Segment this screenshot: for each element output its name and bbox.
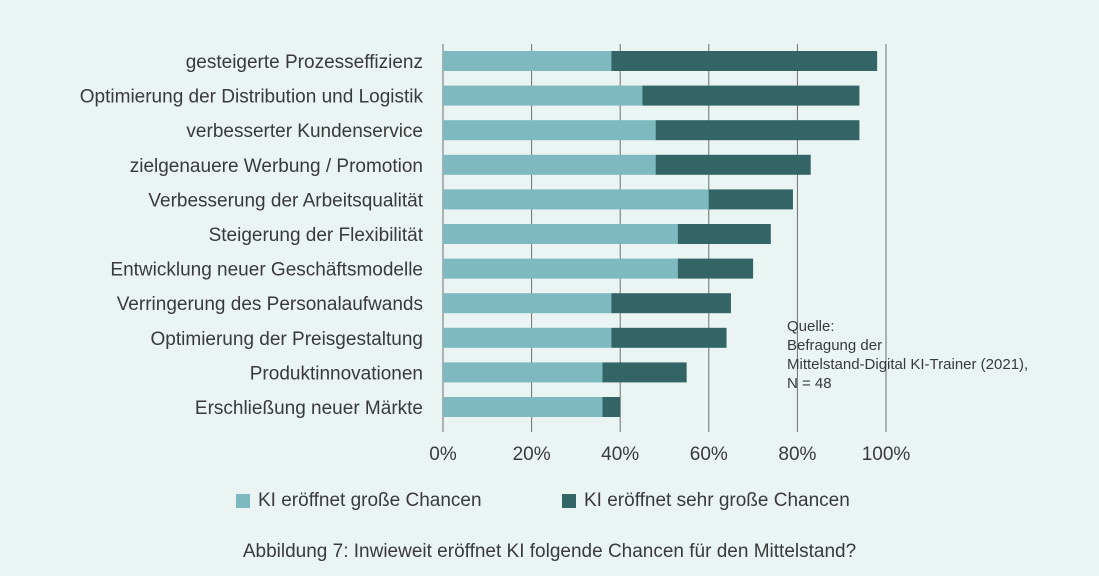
category-label: Optimierung der Preisgestaltung xyxy=(151,329,423,350)
bar-segment-sehr-grosse-chancen xyxy=(602,362,687,383)
figure-caption: Abbildung 7: Inwieweit eröffnet KI folge… xyxy=(242,541,857,562)
bar-segment-sehr-grosse-chancen xyxy=(611,327,727,348)
bar-segment-sehr-grosse-chancen xyxy=(677,224,771,244)
bar-segment-sehr-grosse-chancen xyxy=(655,120,860,141)
x-tick-label: 100% xyxy=(862,444,911,465)
category-label: gesteigerte Prozesseffizienz xyxy=(186,52,423,73)
bar-segment-grosse-chancen xyxy=(443,224,678,244)
source-line: Befragung der xyxy=(787,337,883,354)
source-note: Quelle: Befragung der Mittelstand-Digita… xyxy=(787,317,1028,393)
category-label: zielgenauere Werbung / Promotion xyxy=(130,156,423,177)
bar-segment-sehr-grosse-chancen xyxy=(677,258,754,279)
category-label: Steigerung der Flexibilität xyxy=(209,225,424,246)
bar-layer xyxy=(443,51,878,417)
source-line: Mittelstand-Digital KI-Trainer (2021), xyxy=(787,356,1029,373)
category-label: Verringerung des Personalaufwands xyxy=(117,294,423,315)
category-label: Verbesserung der Arbeitsqualität xyxy=(148,190,423,211)
x-tick-label: 60% xyxy=(690,444,728,465)
category-labels: gesteigerte Prozesseffizienz Optimierung … xyxy=(80,52,424,419)
legend-item-grosse-chancen: KI eröffnet große Chancen xyxy=(236,490,482,512)
bar-segment-grosse-chancen xyxy=(443,51,612,71)
legend-item-sehr-grosse-chancen: KI eröffnet sehr große Chancen xyxy=(562,490,850,512)
bar-segment-grosse-chancen xyxy=(443,120,656,141)
bar-segment-grosse-chancen xyxy=(443,189,709,210)
legend-swatch-dark xyxy=(562,494,576,508)
x-tick-label: 20% xyxy=(513,444,551,465)
bar-segment-sehr-grosse-chancen xyxy=(655,154,811,175)
bar-segment-sehr-grosse-chancen xyxy=(708,189,793,210)
category-label: verbesserter Kundenservice xyxy=(186,121,423,142)
bar-segment-sehr-grosse-chancen xyxy=(611,293,731,314)
chart: gesteigerte Prozesseffizienz Optimierung … xyxy=(80,44,910,465)
legend-label: KI eröffnet große Chancen xyxy=(258,490,482,511)
x-tick-label: 40% xyxy=(601,444,639,465)
category-label: Produktinnovationen xyxy=(250,363,423,384)
bar-segment-grosse-chancen xyxy=(443,397,603,417)
x-tick-labels: 0% 20% 40% 60% 80% 100% xyxy=(429,444,910,465)
legend-swatch-light xyxy=(236,494,250,508)
bar-segment-grosse-chancen xyxy=(443,258,678,279)
bar-segment-grosse-chancen xyxy=(443,327,612,348)
bar-segment-sehr-grosse-chancen xyxy=(602,397,621,417)
x-tick-label: 80% xyxy=(778,444,816,465)
category-label: Erschließung neuer Märkte xyxy=(195,398,423,419)
bar-segment-grosse-chancen xyxy=(443,293,612,314)
x-tick-label: 0% xyxy=(429,444,457,465)
source-line: N = 48 xyxy=(787,375,832,392)
category-label: Entwicklung neuer Geschäftsmodelle xyxy=(110,260,423,281)
bar-segment-grosse-chancen xyxy=(443,85,643,106)
bar-segment-grosse-chancen xyxy=(443,362,603,383)
legend-label: KI eröffnet sehr große Chancen xyxy=(584,490,850,511)
bar-segment-sehr-grosse-chancen xyxy=(642,85,860,106)
source-line: Quelle: xyxy=(787,318,835,335)
bar-segment-grosse-chancen xyxy=(443,154,656,175)
bar-segment-sehr-grosse-chancen xyxy=(611,51,878,71)
category-label: Optimierung der Distribution und Logisti… xyxy=(80,87,424,108)
